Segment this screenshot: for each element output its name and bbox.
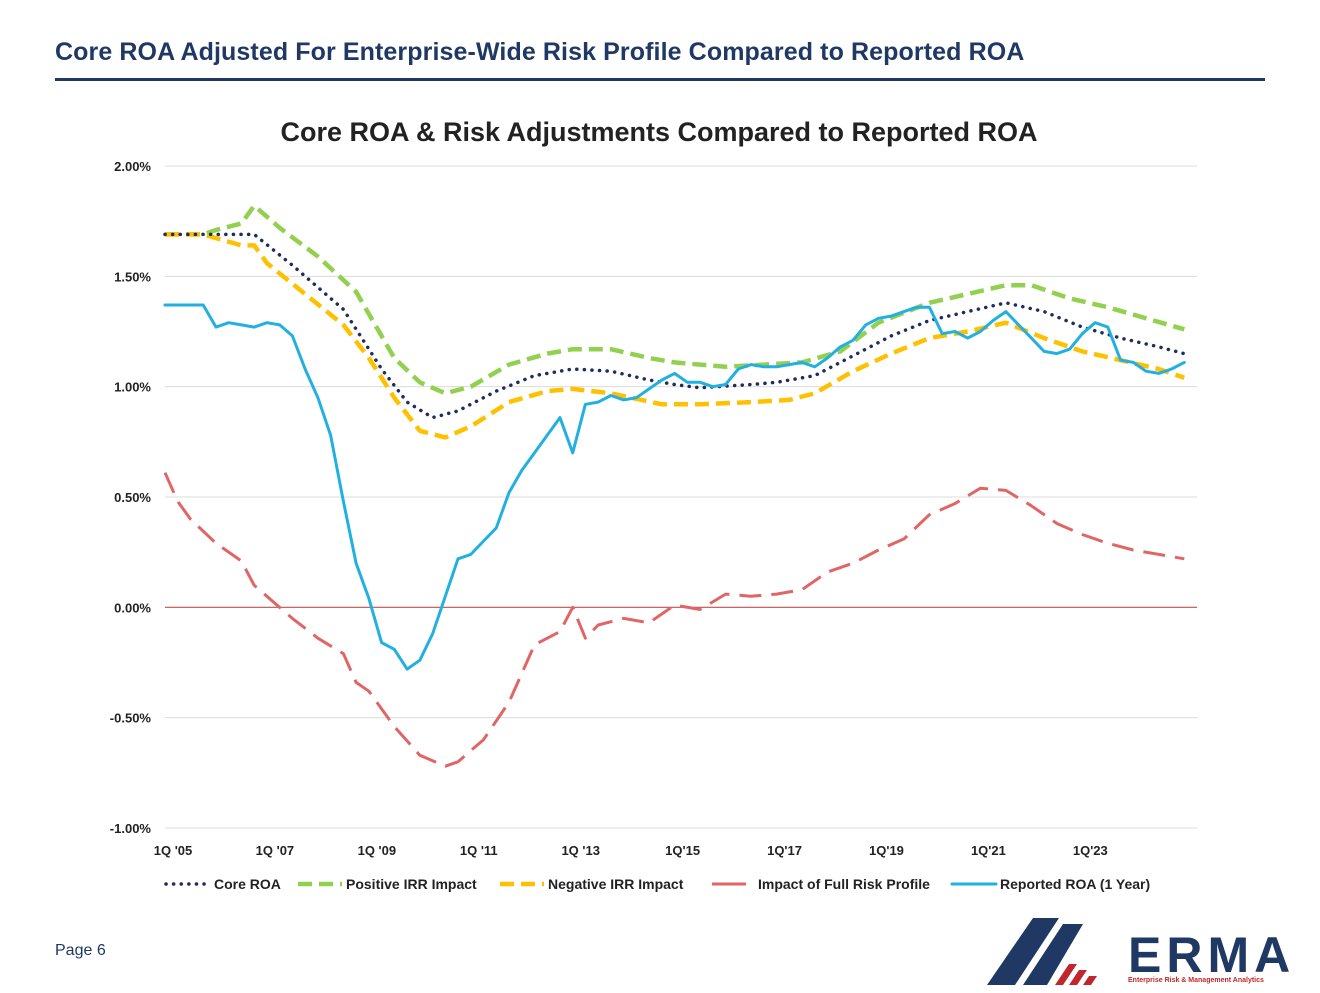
series-lines bbox=[163, 203, 1187, 768]
x-axis-ticks: 1Q '05 1Q '07 1Q '09 1Q '11 1Q '13 1Q'15 1Q'17… bbox=[154, 843, 1108, 858]
series-line-core-roa bbox=[163, 232, 1187, 420]
x-tick-label: 1Q '11 bbox=[460, 843, 498, 858]
x-tick-label: 1Q'19 bbox=[869, 843, 904, 858]
y-tick-label: -1.00% bbox=[110, 821, 152, 836]
y-tick-label: 0.50% bbox=[114, 490, 151, 505]
series-line-negative-irr-impact bbox=[165, 232, 1186, 440]
x-tick-label: 1Q '09 bbox=[358, 843, 397, 858]
legend-label-core-roa: Core ROA bbox=[214, 876, 281, 892]
logo-mountain-stripe-1 bbox=[1055, 964, 1077, 985]
y-tick-label: -0.50% bbox=[110, 711, 152, 726]
x-tick-label: 1Q '13 bbox=[561, 843, 600, 858]
chart-legend: Core ROA Positive IRR Impact Negative IRR … bbox=[164, 876, 1150, 892]
page-title: Core ROA Adjusted For Enterprise-Wide Ri… bbox=[55, 38, 1025, 66]
gridlines bbox=[165, 165, 1197, 829]
legend-label-positive-irr-impact: Positive IRR Impact bbox=[346, 876, 477, 892]
y-tick-label: 1.00% bbox=[114, 380, 151, 395]
legend-label-negative-irr-impact: Negative IRR Impact bbox=[548, 876, 684, 892]
legend-label-impact-of-full-risk-profile: Impact of Full Risk Profile bbox=[758, 876, 930, 892]
y-tick-label: 0.00% bbox=[114, 600, 151, 615]
x-tick-label: 1Q '07 bbox=[256, 843, 295, 858]
chart-title: Core ROA & Risk Adjustments Compared to … bbox=[280, 117, 1037, 147]
legend-label-reported-roa-1-year: Reported ROA (1 Year) bbox=[1000, 876, 1150, 892]
logo-mountain-stripe-2 bbox=[1069, 970, 1087, 985]
y-axis-ticks: 2.00% 1.50% 1.00% 0.50% 0.00% -0.50% -1.00% bbox=[110, 159, 152, 836]
logo-mountain-right bbox=[1023, 924, 1083, 985]
page-number: Page 6 bbox=[55, 942, 106, 959]
x-tick-label: 1Q'21 bbox=[971, 843, 1006, 858]
title-rule bbox=[55, 78, 1265, 81]
x-tick-label: 1Q'23 bbox=[1073, 843, 1108, 858]
series-line-reported-roa-1-year bbox=[163, 303, 1186, 671]
logo-mountain-left bbox=[987, 918, 1059, 985]
series-line-positive-irr-impact bbox=[165, 203, 1185, 396]
logo-mountain-stripe-3 bbox=[1083, 976, 1097, 985]
series-line-impact-of-full-risk-profile bbox=[163, 472, 1185, 768]
x-tick-label: 1Q '05 bbox=[154, 843, 193, 858]
y-tick-label: 1.50% bbox=[114, 269, 151, 284]
erma-logo: ERMA Enterprise Risk & Management Analyt… bbox=[987, 918, 1295, 985]
x-tick-label: 1Q'17 bbox=[767, 843, 802, 858]
y-tick-label: 2.00% bbox=[114, 159, 151, 174]
logo-wordmark: ERMA bbox=[1128, 927, 1295, 983]
logo-tagline: Enterprise Risk & Management Analytics bbox=[1128, 977, 1264, 984]
x-tick-label: 1Q'15 bbox=[665, 843, 700, 858]
